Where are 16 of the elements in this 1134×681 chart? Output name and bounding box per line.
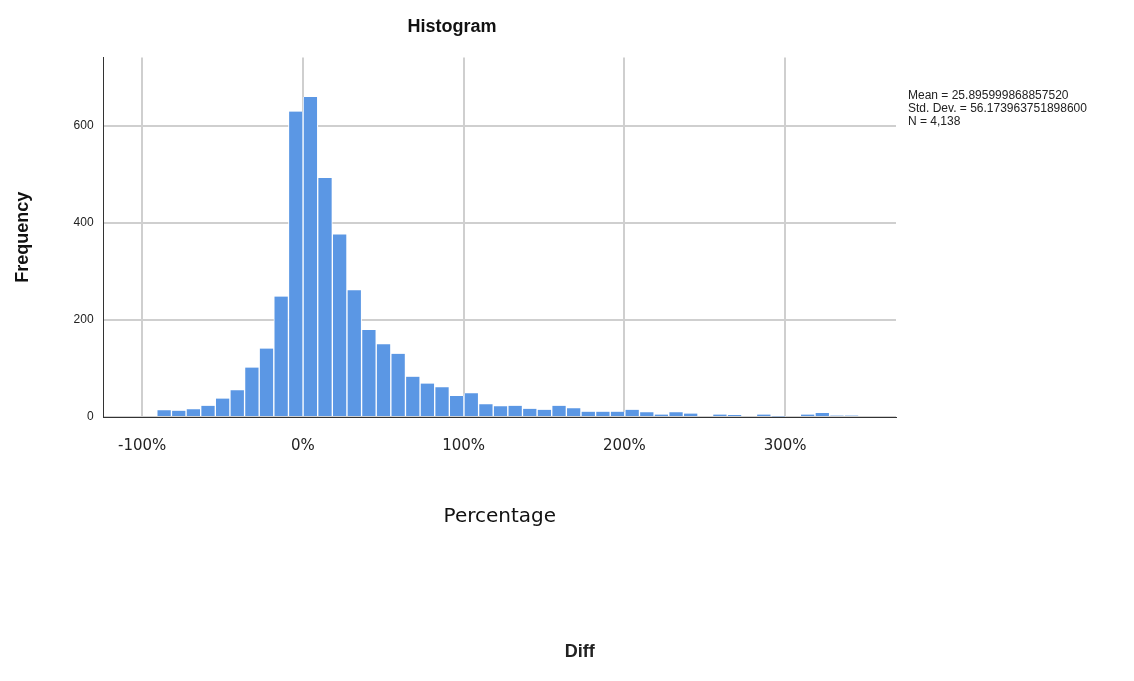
y-tick-label: 200	[73, 312, 94, 327]
y-tick-label: 400	[73, 215, 94, 230]
text: Mean = 25.895999868857520	[908, 87, 1069, 102]
text: Diff	[564, 640, 596, 661]
x-tick-label: 300%	[763, 435, 807, 454]
text: N = 4,138	[908, 113, 961, 128]
x-axis-title: Percentage	[443, 503, 557, 528]
x-tick-label: 100%	[442, 435, 486, 454]
text: Std. Dev. = 56.173963751898600	[908, 100, 1088, 115]
x-tick-label: 0%	[291, 435, 315, 454]
y-axis-title: Frequency	[11, 191, 32, 283]
y-tick-label: 0	[86, 409, 94, 424]
chart-title: Histogram	[407, 15, 497, 36]
x-tick-label: -100%	[118, 435, 167, 454]
x-tick-label: 200%	[602, 435, 646, 454]
y-tick-label: 600	[73, 117, 94, 132]
